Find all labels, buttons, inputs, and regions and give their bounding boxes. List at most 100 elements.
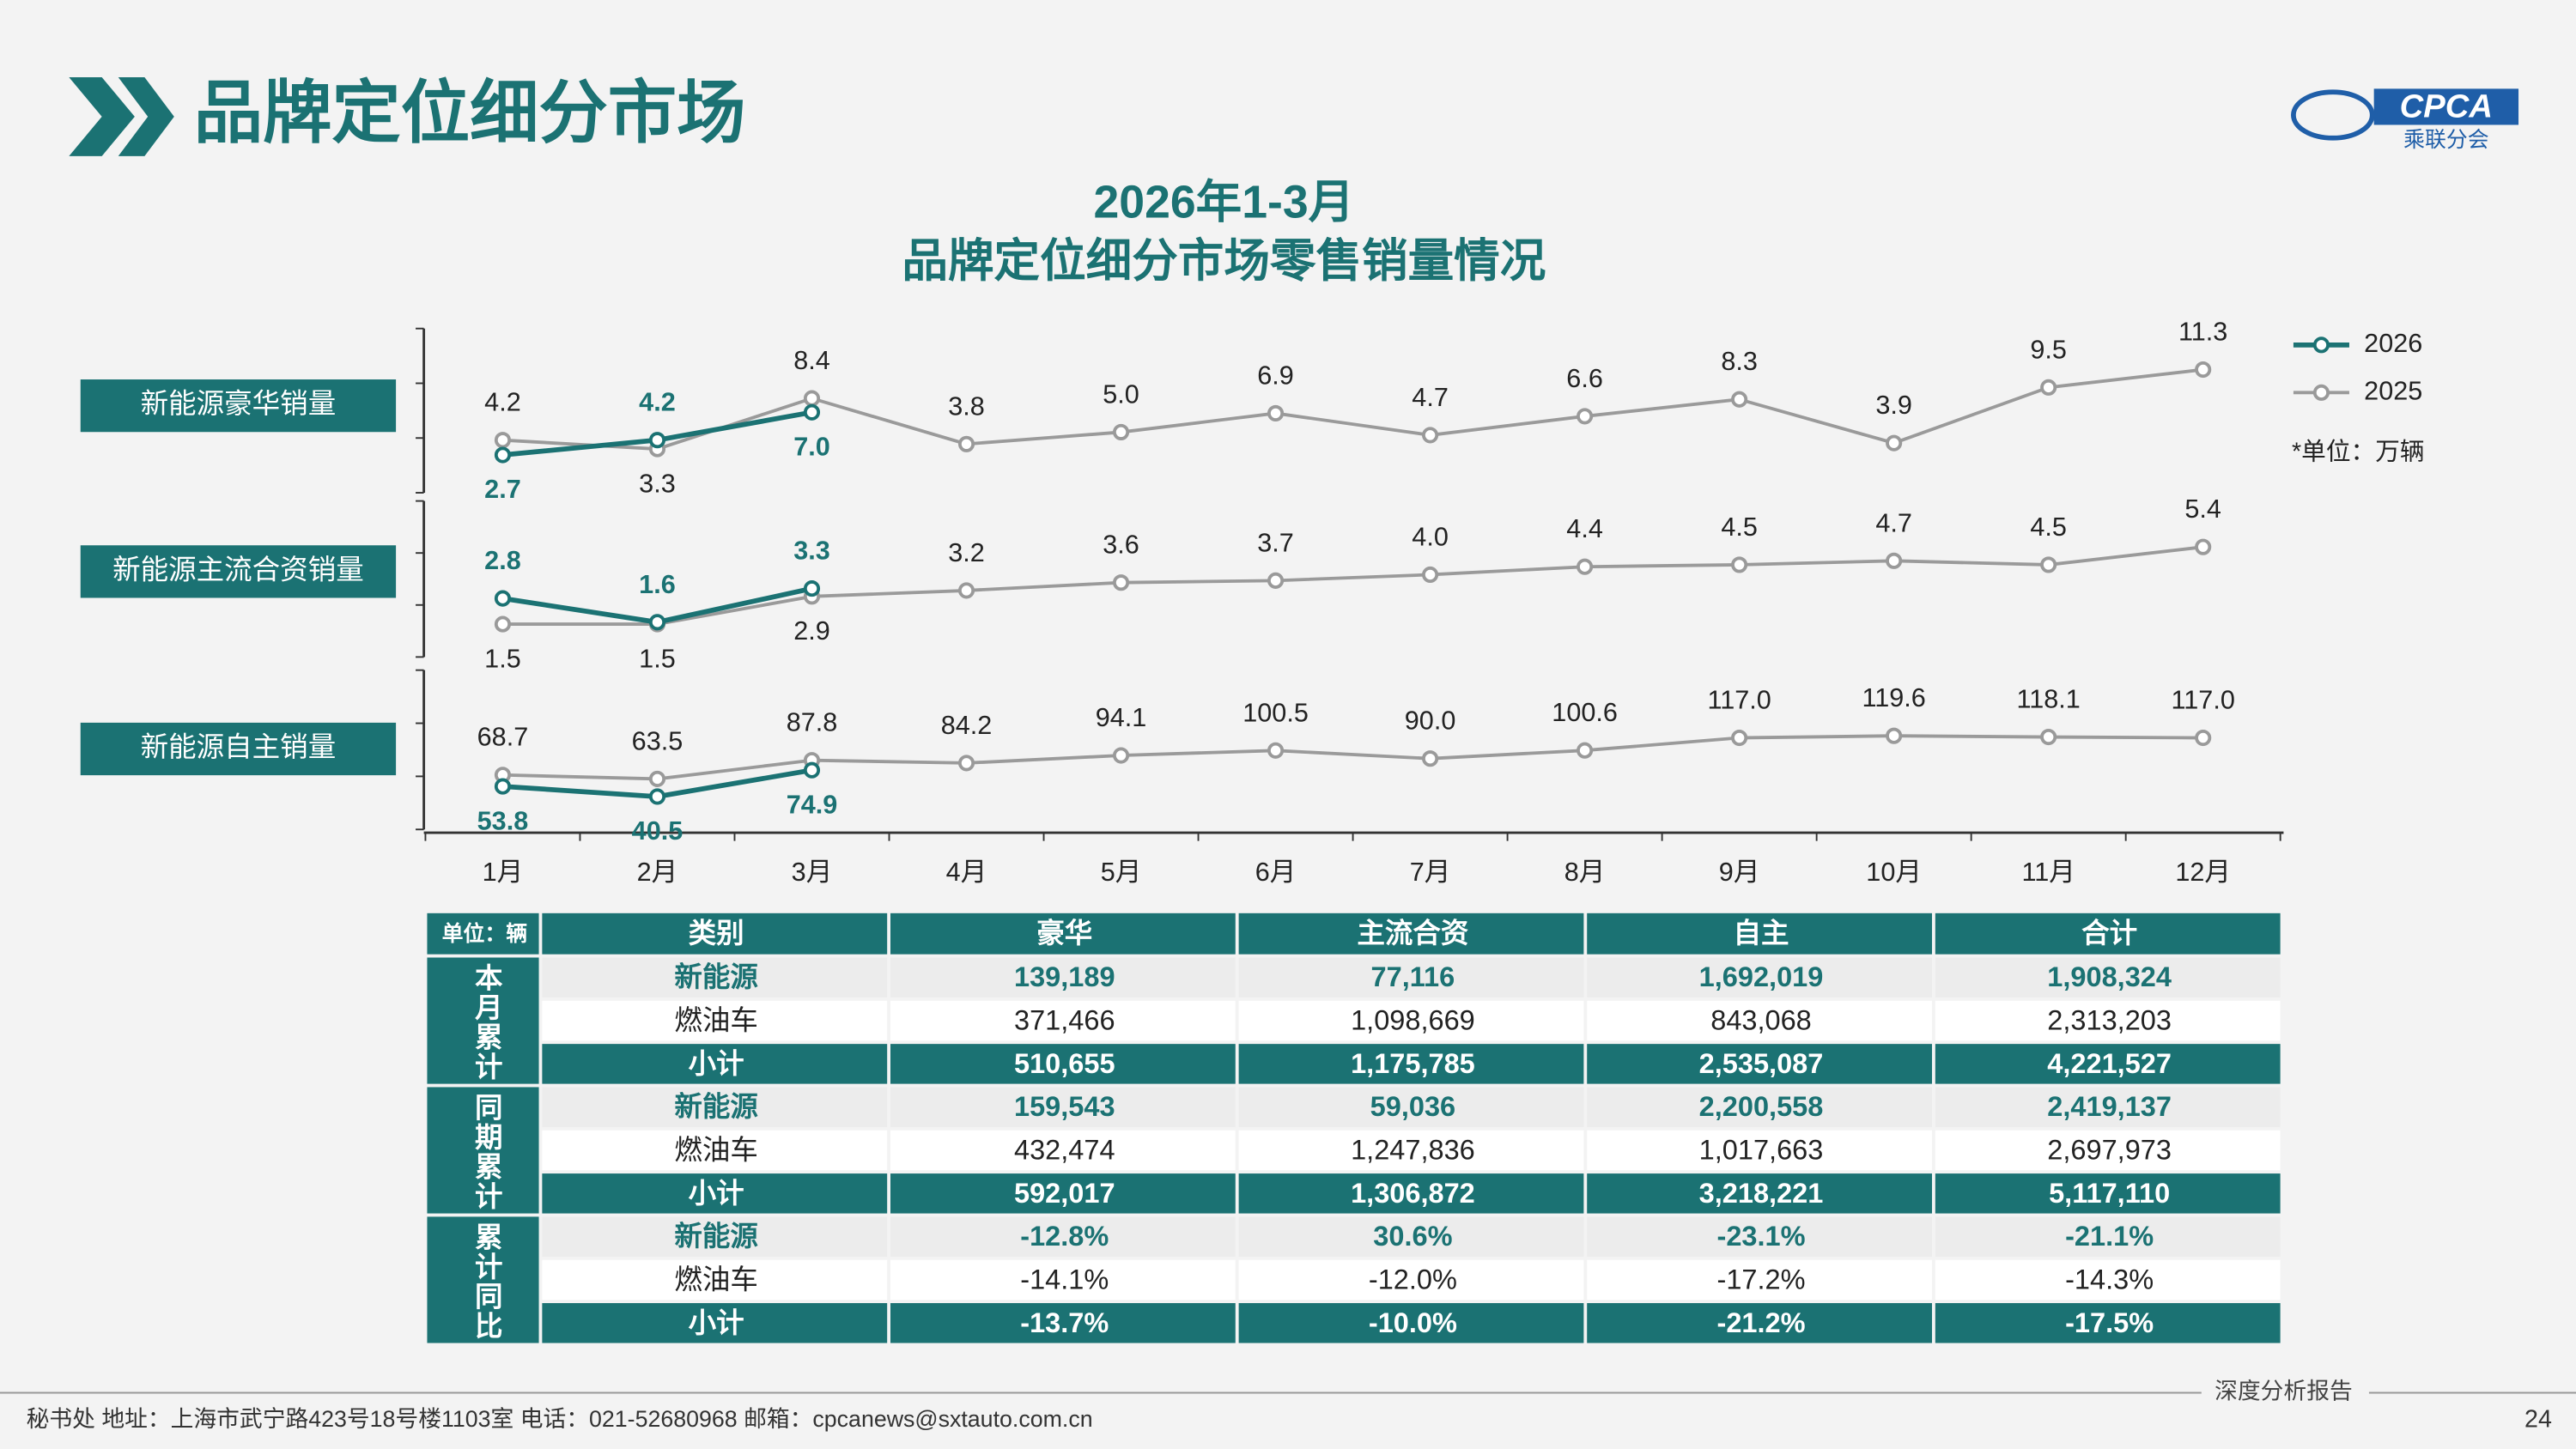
table-text: -14.1% [1020, 1264, 1109, 1294]
data-point [1422, 566, 1439, 584]
data-label: 3.8 [948, 391, 985, 421]
data-point [1112, 423, 1130, 440]
data-point [1112, 747, 1130, 764]
panel-label: 新能源主流合资销量 [112, 554, 364, 585]
table-cell [890, 1303, 1236, 1343]
data-point [2040, 728, 2057, 746]
data-point [803, 403, 821, 421]
panel-label-box [80, 379, 397, 433]
data-point [494, 590, 512, 607]
data-label: 2.7 [484, 475, 521, 504]
table-cell [1238, 957, 1584, 997]
panel-label: 新能源自主销量 [141, 731, 337, 762]
data-label: 4.4 [1566, 514, 1603, 543]
data-label: 9.5 [2030, 335, 2067, 364]
table-cell [1238, 1303, 1584, 1343]
table-cell [1935, 957, 2281, 997]
group-label: 同期累计 [471, 1093, 502, 1211]
data-label: 3.6 [1103, 530, 1139, 560]
data-point [2195, 538, 2212, 555]
table-text: 1,692,019 [1699, 961, 1824, 992]
data-label: 94.1 [1096, 703, 1147, 732]
table-text: 1,098,669 [1351, 1005, 1475, 1036]
table-cell [890, 1216, 1236, 1257]
x-tick-label: 2月 [637, 858, 678, 887]
panel-label: 新能源豪华销量 [141, 388, 337, 419]
table-cell [1587, 1130, 1932, 1171]
table-text: 2,200,558 [1699, 1091, 1824, 1122]
group-label: 累计同比 [471, 1222, 502, 1341]
legend-marker [2312, 336, 2330, 354]
table-header-cell [542, 912, 888, 955]
table-header: 合计 [2081, 918, 2137, 949]
data-label: 100.6 [1552, 698, 1618, 727]
table-text: 新能源 [674, 961, 758, 992]
table-cell [542, 1130, 888, 1171]
table-text: -23.1% [1717, 1221, 1806, 1252]
footer-contact: 秘书处 地址：上海市武宁路423号18号楼1103室 电话：021-526809… [27, 1406, 1093, 1432]
table-text: 59,036 [1370, 1091, 1455, 1122]
x-tick-label: 8月 [1564, 858, 1606, 887]
data-label: 87.8 [787, 708, 838, 737]
table-text: 新能源 [674, 1221, 758, 1252]
data-label: 1.6 [639, 570, 676, 599]
data-label: 3.3 [639, 469, 676, 498]
data-label: 4.2 [484, 388, 521, 417]
data-label: 100.5 [1242, 698, 1309, 727]
table-header: 自主 [1734, 918, 1789, 949]
table-cell [542, 1303, 888, 1343]
table-text: 小计 [689, 1048, 744, 1079]
table-text: 燃油车 [674, 1264, 758, 1294]
table-header: 类别 [689, 918, 744, 949]
data-label: 7.0 [793, 432, 830, 461]
group-cell [427, 1216, 539, 1343]
data-point [2195, 729, 2212, 747]
data-label: 74.9 [787, 790, 838, 819]
table-cell [1935, 1216, 2281, 1257]
table-cell [1587, 1259, 1932, 1300]
table-cell [1935, 1303, 2281, 1343]
table-header: 主流合资 [1357, 918, 1468, 949]
x-tick-label: 11月 [2021, 858, 2075, 887]
table-text: 2,535,087 [1699, 1048, 1824, 1079]
table-cell [1238, 1000, 1584, 1041]
data-point [494, 778, 512, 795]
data-label: 118.1 [2017, 685, 2081, 714]
table-text: -10.0% [1369, 1307, 1457, 1338]
data-label: 2.9 [793, 616, 830, 646]
table-cell [1587, 1000, 1932, 1041]
data-label: 119.6 [1862, 683, 1925, 712]
data-label: 90.0 [1405, 706, 1456, 736]
data-label: 4.0 [1412, 522, 1449, 551]
x-tick-label: 1月 [483, 858, 524, 887]
data-point [1577, 408, 1594, 425]
data-point [494, 446, 512, 464]
data-point [803, 761, 821, 779]
table-text: 1,175,785 [1351, 1048, 1475, 1079]
x-tick-label: 7月 [1410, 858, 1451, 887]
table-cell [1587, 957, 1932, 997]
table-cell [1238, 1130, 1584, 1171]
data-point [1267, 404, 1285, 422]
table-cell [1935, 1087, 2281, 1127]
logo-text: CPCA [2400, 88, 2493, 124]
table-cell [1935, 1173, 2281, 1214]
data-point [1886, 727, 1903, 744]
table-text: 4,221,527 [2047, 1048, 2172, 1079]
table-cell [1935, 1259, 2281, 1300]
group-label: 本月累计 [471, 963, 502, 1082]
table-text: 新能源 [674, 1091, 758, 1122]
group-cell [427, 957, 539, 1084]
x-tick-label: 3月 [792, 858, 833, 887]
table-cell [1587, 1087, 1932, 1127]
data-point [1577, 558, 1594, 575]
data-label: 4.7 [1875, 508, 1912, 537]
data-point [957, 435, 975, 452]
chart-title: 2026年1-3月 [1094, 177, 1355, 227]
data-label: 3.7 [1257, 528, 1294, 557]
table-text: -17.5% [2065, 1307, 2154, 1338]
table-cell [1935, 1044, 2281, 1084]
chevron [118, 76, 174, 156]
panel-label-box [80, 545, 397, 598]
